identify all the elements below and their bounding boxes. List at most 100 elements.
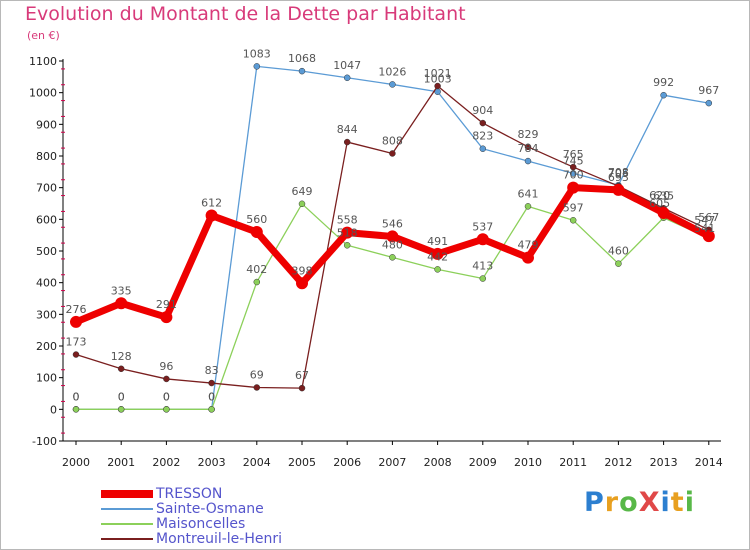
data-point bbox=[343, 138, 351, 146]
data-point bbox=[434, 266, 441, 273]
data-point bbox=[389, 254, 396, 261]
y-tick-label: 100 bbox=[36, 372, 57, 385]
data-point bbox=[567, 181, 580, 194]
legend-item: TRESSON bbox=[101, 486, 321, 502]
data-point bbox=[250, 226, 263, 238]
data-label: 904 bbox=[472, 104, 493, 117]
legend-item: Sainte-Osmane bbox=[101, 501, 321, 517]
data-label: 641 bbox=[518, 187, 539, 200]
data-label: 518 bbox=[337, 226, 358, 239]
data-label: 0 bbox=[163, 390, 170, 403]
legend-swatch bbox=[101, 490, 153, 498]
data-label: 1068 bbox=[288, 52, 316, 65]
data-point bbox=[298, 384, 306, 392]
data-point bbox=[389, 150, 396, 157]
data-label: 67 bbox=[295, 369, 309, 382]
data-label: 992 bbox=[653, 76, 674, 89]
data-label: 335 bbox=[111, 284, 132, 297]
data-point bbox=[208, 406, 215, 413]
data-point bbox=[524, 157, 532, 165]
x-tick-label: 2005 bbox=[288, 456, 316, 469]
data-point bbox=[569, 217, 577, 224]
data-label: 128 bbox=[111, 350, 132, 363]
data-label: 649 bbox=[292, 185, 313, 198]
data-label: 546 bbox=[382, 217, 403, 230]
x-tick-label: 2004 bbox=[243, 456, 271, 469]
data-label: 0 bbox=[208, 390, 215, 403]
logo-letter: P bbox=[584, 487, 605, 518]
data-label: 808 bbox=[382, 134, 403, 147]
legend-swatch bbox=[101, 523, 153, 525]
x-tick-label: 2013 bbox=[650, 456, 678, 469]
legend-item: Maisoncelles bbox=[101, 516, 321, 532]
data-label: 0 bbox=[163, 390, 170, 403]
x-tick-label: 2012 bbox=[604, 456, 632, 469]
x-tick-label: 2003 bbox=[198, 456, 226, 469]
data-point bbox=[163, 406, 170, 413]
y-tick-label: 800 bbox=[36, 150, 57, 163]
logo-letter: r bbox=[604, 487, 620, 518]
legend-label: Sainte-Osmane bbox=[156, 501, 264, 517]
data-label: 829 bbox=[518, 128, 539, 141]
logo-letter: i bbox=[684, 487, 695, 518]
data-point bbox=[479, 275, 487, 282]
legend-label: Maisoncelles bbox=[156, 516, 246, 532]
x-tick-label: 2001 bbox=[107, 456, 135, 469]
data-point bbox=[208, 379, 215, 387]
x-tick-label: 2002 bbox=[152, 456, 180, 469]
data-label: 491 bbox=[427, 235, 448, 248]
data-point bbox=[160, 311, 173, 324]
data-label: 567 bbox=[698, 211, 719, 224]
data-label: 967 bbox=[698, 84, 719, 97]
legend-swatch bbox=[101, 538, 153, 540]
data-label: 547 bbox=[694, 214, 715, 227]
data-label: 291 bbox=[156, 298, 177, 311]
data-label: 173 bbox=[66, 336, 87, 349]
data-point bbox=[298, 200, 306, 208]
data-label: 784 bbox=[518, 142, 539, 155]
data-point bbox=[70, 315, 82, 328]
y-tick-label: -100 bbox=[32, 435, 57, 448]
data-point bbox=[705, 99, 713, 107]
y-tick-label: 500 bbox=[36, 245, 57, 258]
y-tick-label: 1000 bbox=[29, 87, 57, 100]
data-point bbox=[115, 297, 128, 310]
data-point bbox=[479, 119, 487, 127]
data-label: 1003 bbox=[424, 73, 452, 86]
data-label: 1026 bbox=[378, 65, 406, 78]
data-label: 541 bbox=[694, 222, 715, 235]
y-tick-label: 600 bbox=[36, 213, 57, 226]
data-label: 844 bbox=[337, 123, 358, 136]
legend: TRESSON Sainte-Osmane Maisoncelles Montreui… bbox=[101, 486, 321, 547]
data-point bbox=[117, 365, 125, 373]
data-point bbox=[476, 233, 489, 246]
data-point bbox=[72, 351, 80, 358]
logo-letter: o bbox=[619, 487, 639, 518]
data-point bbox=[163, 375, 170, 383]
data-point bbox=[253, 384, 261, 391]
x-tick-label: 2006 bbox=[333, 456, 361, 469]
data-label: 1021 bbox=[424, 67, 452, 80]
y-tick-label: 1100 bbox=[29, 55, 57, 68]
data-point bbox=[341, 226, 354, 239]
logo-letter: t bbox=[670, 487, 685, 518]
y-tick-label: 700 bbox=[36, 182, 57, 195]
data-label: 1083 bbox=[243, 47, 271, 60]
data-point bbox=[205, 209, 218, 222]
y-tick-label: 200 bbox=[36, 340, 57, 353]
data-point bbox=[569, 163, 577, 171]
y-tick-label: 400 bbox=[36, 277, 57, 290]
y-tick-label: 900 bbox=[36, 118, 57, 131]
y-tick-label: 300 bbox=[36, 308, 57, 321]
data-point bbox=[660, 91, 667, 99]
x-tick-label: 2010 bbox=[514, 456, 542, 469]
data-label: 276 bbox=[66, 303, 87, 316]
data-point bbox=[522, 251, 534, 264]
data-point bbox=[298, 67, 306, 75]
data-label: 0 bbox=[73, 390, 80, 403]
data-label: 560 bbox=[246, 213, 267, 226]
data-label: 1047 bbox=[333, 59, 361, 72]
data-label: 0 bbox=[118, 390, 125, 403]
data-point bbox=[434, 82, 441, 90]
